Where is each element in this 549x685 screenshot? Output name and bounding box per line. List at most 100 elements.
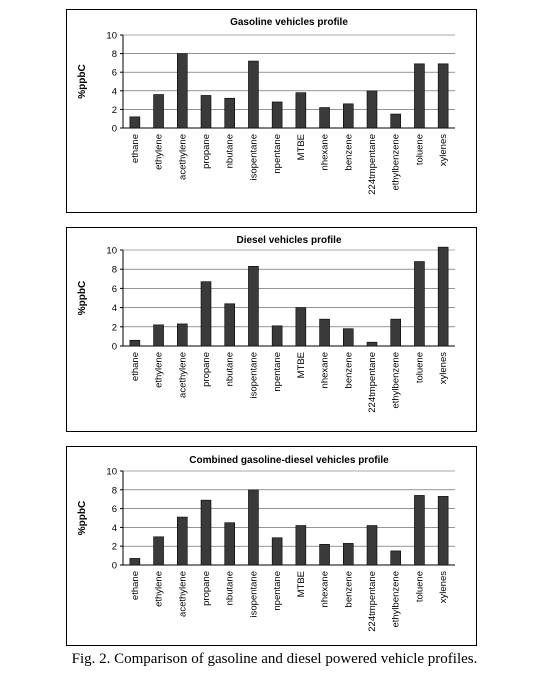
chart-1-ytick-label-6: 6: [112, 284, 117, 295]
chart-1-ytick-label-0: 0: [112, 342, 117, 353]
chart-2-bar-npentane: [271, 537, 283, 566]
chart-1-bar-npentane: [271, 325, 283, 347]
chart-1-category-label-ethylene: ethylene: [154, 352, 165, 388]
chart-2-bar-nhexane: [319, 544, 330, 566]
chart-0-bar-xylenes: [437, 63, 449, 129]
chart-2-category-label-isopentane: isopentane: [248, 571, 259, 617]
chart-1-category-label-224tmpentane: 224tmpentane: [367, 352, 378, 413]
chart-0-category-label-acethylene: acethylene: [177, 134, 188, 180]
chart-1-bar-toluene: [414, 261, 425, 347]
chart-0-category-label-ethane: ethane: [130, 134, 141, 163]
chart-2-category-label-ethylbenzene: ethylbenzene: [391, 571, 402, 628]
chart-0-ylabel: %ppbC: [77, 64, 88, 98]
chart-0-category-label-propane: propane: [201, 134, 212, 169]
chart-1-category-label-nhexane: nhexane: [320, 352, 331, 388]
chart-0-bar-ethane: [129, 116, 141, 129]
chart-2-category-label-224tmpentane: 224tmpentane: [367, 571, 378, 632]
chart-0-bar-nhexane: [319, 107, 330, 129]
chart-2-ytick-label-4: 4: [112, 523, 117, 534]
chart-2-category-label-ethylene: ethylene: [154, 571, 165, 607]
chart-1-category-label-mtbe: MTBE: [296, 352, 307, 378]
chart-2-category-label-ethane: ethane: [130, 571, 141, 600]
chart-0-bar-nbutane: [224, 97, 235, 129]
chart-0-ytick-label-8: 8: [112, 49, 117, 60]
chart-2-ytick-label-10: 10: [106, 467, 117, 478]
chart-0-bar-mtbe: [295, 92, 307, 129]
figure-caption: Fig. 2. Comparison of gasoline and diese…: [71, 651, 478, 667]
chart-0-title: Gasoline vehicles profile: [230, 17, 348, 28]
chart-0-bar-ethylene: [153, 94, 164, 129]
chart-1-bar-mtbe: [295, 307, 307, 347]
chart-1-category-label-propane: propane: [201, 352, 212, 387]
chart-2-bar-benzene: [343, 543, 354, 566]
chart-1-bar-acethylene: [177, 323, 188, 347]
chart-0-ytick-label-2: 2: [112, 105, 117, 116]
gasoline-chart: Gasoline vehicles profile 0 2 4 6 8 10 %ppbC eth…: [77, 17, 455, 195]
chart-0-category-label-mtbe: MTBE: [296, 134, 307, 160]
chart-0-category-label-isopentane: isopentane: [248, 134, 259, 180]
chart-2-bar-ethylene: [153, 536, 164, 566]
chart-1-bar-ethane: [129, 339, 141, 347]
chart-0-bar-toluene: [414, 63, 425, 129]
chart-2-category-label-xylenes: xylenes: [438, 571, 449, 603]
chart-0-category-label-npentane: npentane: [272, 134, 283, 174]
chart-2-bar-toluene: [414, 495, 425, 566]
chart-1-category-label-ethylbenzene: ethylbenzene: [391, 352, 402, 409]
chart-0-category-label-nbutane: nbutane: [225, 134, 236, 168]
chart-2-bar-224tmpentane: [366, 525, 378, 566]
chart-1-category-label-benzene: benzene: [343, 352, 354, 388]
chart-0-category-label-nhexane: nhexane: [320, 134, 331, 170]
chart-0-bar-propane: [200, 95, 212, 129]
chart-0-ytick-label-0: 0: [112, 124, 117, 135]
diesel-chart-panel: Diesel vehicles profile 0 2 4 6 8 10 %ppbC ethan…: [66, 227, 477, 432]
combined-chart: Combined gasoline-diesel vehicles profil…: [77, 455, 455, 632]
chart-1-ytick-label-10: 10: [106, 246, 117, 257]
chart-0-bar-npentane: [271, 101, 283, 129]
chart-1-bar-224tmpentane: [366, 341, 378, 347]
chart-1-ytick-label-2: 2: [112, 322, 117, 333]
chart-1-ytick-label-4: 4: [112, 303, 117, 314]
chart-1-bar-nbutane: [224, 303, 235, 347]
chart-1-bar-isopentane: [248, 266, 259, 347]
chart-2-category-label-benzene: benzene: [343, 571, 354, 607]
chart-0-category-label-xylenes: xylenes: [438, 134, 449, 166]
chart-1-bar-nhexane: [319, 318, 330, 347]
chart-0-category-label-toluene: toluene: [414, 134, 425, 165]
gasoline-chart-panel: Gasoline vehicles profile 0 2 4 6 8 10 %ppbC eth…: [66, 9, 477, 213]
chart-2-ylabel: %ppbC: [77, 501, 88, 535]
chart-0-bar-ethylbenzene: [390, 113, 401, 129]
chart-1-category-label-npentane: npentane: [272, 352, 283, 392]
chart-0-bar-isopentane: [248, 60, 259, 129]
chart-2-bar-isopentane: [248, 489, 259, 566]
chart-2-category-label-nhexane: nhexane: [320, 571, 331, 607]
chart-0-category-label-benzene: benzene: [343, 134, 354, 170]
chart-1-bar-ethylbenzene: [390, 318, 401, 347]
chart-1-category-label-toluene: toluene: [414, 352, 425, 383]
chart-0-category-label-ethylbenzene: ethylbenzene: [391, 134, 402, 191]
chart-1-bar-ethylene: [153, 324, 164, 347]
chart-1-category-label-nbutane: nbutane: [225, 352, 236, 386]
chart-2-category-label-npentane: npentane: [272, 571, 283, 611]
chart-2-bar-nbutane: [224, 522, 235, 566]
chart-2-bar-propane: [200, 499, 212, 566]
chart-1-category-label-isopentane: isopentane: [248, 352, 259, 398]
chart-2-bar-ethylbenzene: [390, 550, 401, 566]
chart-2-bar-ethane: [129, 558, 141, 566]
chart-0-ytick-label-10: 10: [106, 31, 117, 42]
chart-1-category-label-acethylene: acethylene: [177, 352, 188, 398]
chart-2-bar-xylenes: [437, 496, 449, 566]
chart-2-bar-mtbe: [295, 525, 307, 566]
chart-2-title: Combined gasoline-diesel vehicles profil…: [189, 455, 389, 466]
chart-1-ytick-label-8: 8: [112, 265, 117, 276]
chart-0-bar-acethylene: [177, 53, 188, 129]
chart-2-ytick-label-6: 6: [112, 504, 117, 515]
chart-2-category-label-toluene: toluene: [414, 571, 425, 602]
combined-chart-panel: Combined gasoline-diesel vehicles profil…: [66, 446, 477, 646]
chart-2-category-label-propane: propane: [201, 571, 212, 606]
chart-1-category-label-ethane: ethane: [130, 352, 141, 381]
chart-0-ytick-label-6: 6: [112, 68, 117, 79]
chart-1-ylabel: %ppbC: [77, 281, 88, 315]
chart-1-category-label-xylenes: xylenes: [438, 352, 449, 384]
chart-2-category-label-nbutane: nbutane: [225, 571, 236, 605]
chart-1-bar-propane: [200, 281, 212, 347]
